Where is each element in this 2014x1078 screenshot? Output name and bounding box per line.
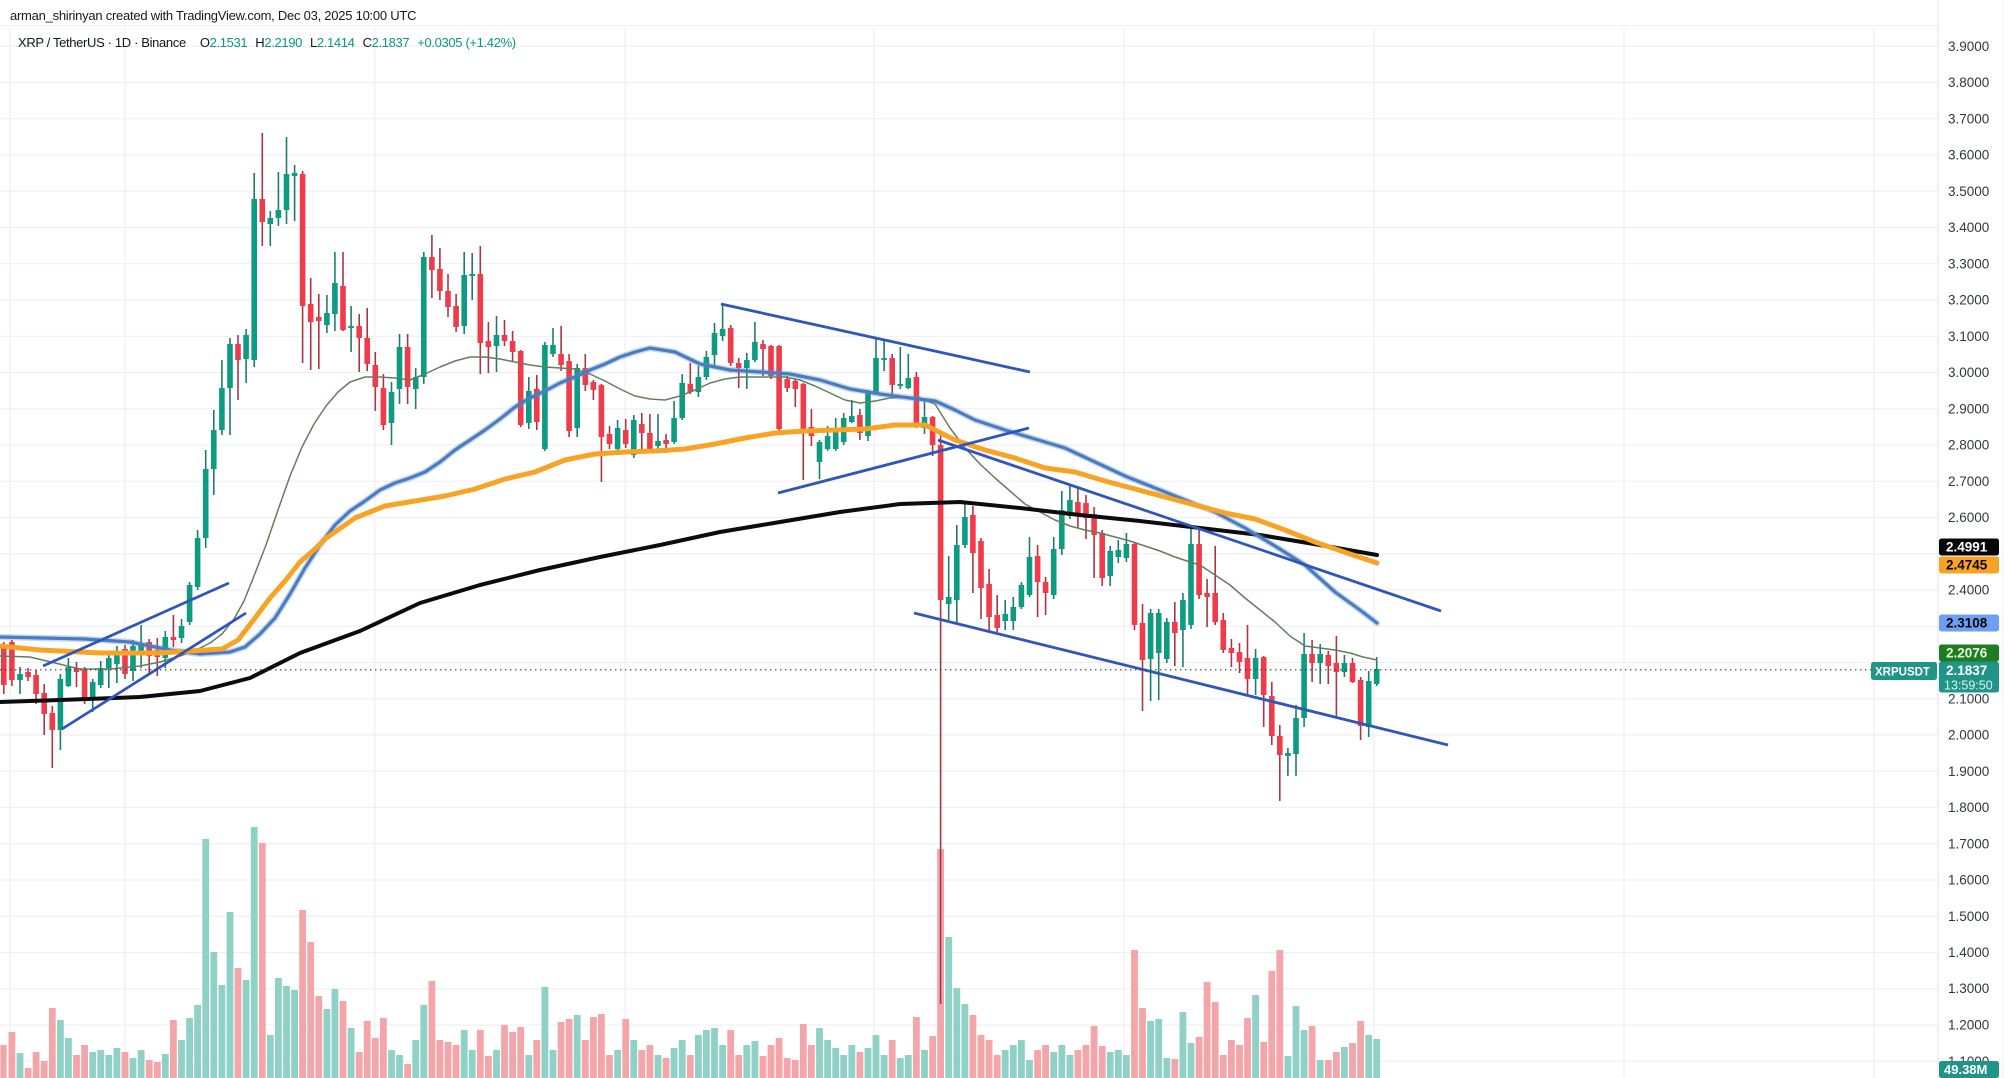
svg-text:3.6000: 3.6000 [1948, 148, 1989, 163]
svg-text:2.4745: 2.4745 [1946, 558, 1988, 573]
svg-text:3.5000: 3.5000 [1948, 184, 1989, 199]
svg-text:3.7000: 3.7000 [1948, 111, 1989, 126]
svg-text:2.1837: 2.1837 [1946, 663, 1987, 678]
svg-text:2.1000: 2.1000 [1948, 691, 1989, 706]
svg-text:1.4000: 1.4000 [1948, 945, 1989, 960]
svg-text:2.6000: 2.6000 [1948, 510, 1989, 525]
svg-text:1.9000: 1.9000 [1948, 764, 1989, 779]
svg-text:1.2000: 1.2000 [1948, 1018, 1989, 1033]
svg-text:XRPUSDT: XRPUSDT [1875, 667, 1930, 679]
svg-text:2.4000: 2.4000 [1948, 583, 1989, 598]
svg-text:3.9000: 3.9000 [1948, 39, 1989, 54]
svg-text:2.7000: 2.7000 [1948, 474, 1989, 489]
svg-text:3.0000: 3.0000 [1948, 365, 1989, 380]
svg-text:2.3108: 2.3108 [1946, 616, 1988, 631]
svg-text:2.8000: 2.8000 [1948, 438, 1989, 453]
svg-text:arman_shirinyan created with T: arman_shirinyan created with TradingView… [10, 8, 416, 23]
svg-text:1.5000: 1.5000 [1948, 909, 1989, 924]
svg-text:3.4000: 3.4000 [1948, 220, 1989, 235]
svg-text:49.38M: 49.38M [1944, 1062, 1987, 1077]
svg-text:3.3000: 3.3000 [1948, 256, 1989, 271]
svg-text:2.0000: 2.0000 [1948, 728, 1989, 743]
svg-text:3.8000: 3.8000 [1948, 75, 1989, 90]
svg-text:13:59:50: 13:59:50 [1944, 679, 1993, 693]
svg-text:1.6000: 1.6000 [1948, 873, 1989, 888]
svg-text:3.1000: 3.1000 [1948, 329, 1989, 344]
svg-text:2.9000: 2.9000 [1948, 401, 1989, 416]
svg-text:1.3000: 1.3000 [1948, 981, 1989, 996]
svg-text:2.2076: 2.2076 [1946, 646, 1988, 661]
svg-text:1.7000: 1.7000 [1948, 836, 1989, 851]
svg-text:2.4991: 2.4991 [1946, 540, 1988, 555]
svg-text:1.8000: 1.8000 [1948, 800, 1989, 815]
svg-text:3.2000: 3.2000 [1948, 293, 1989, 308]
